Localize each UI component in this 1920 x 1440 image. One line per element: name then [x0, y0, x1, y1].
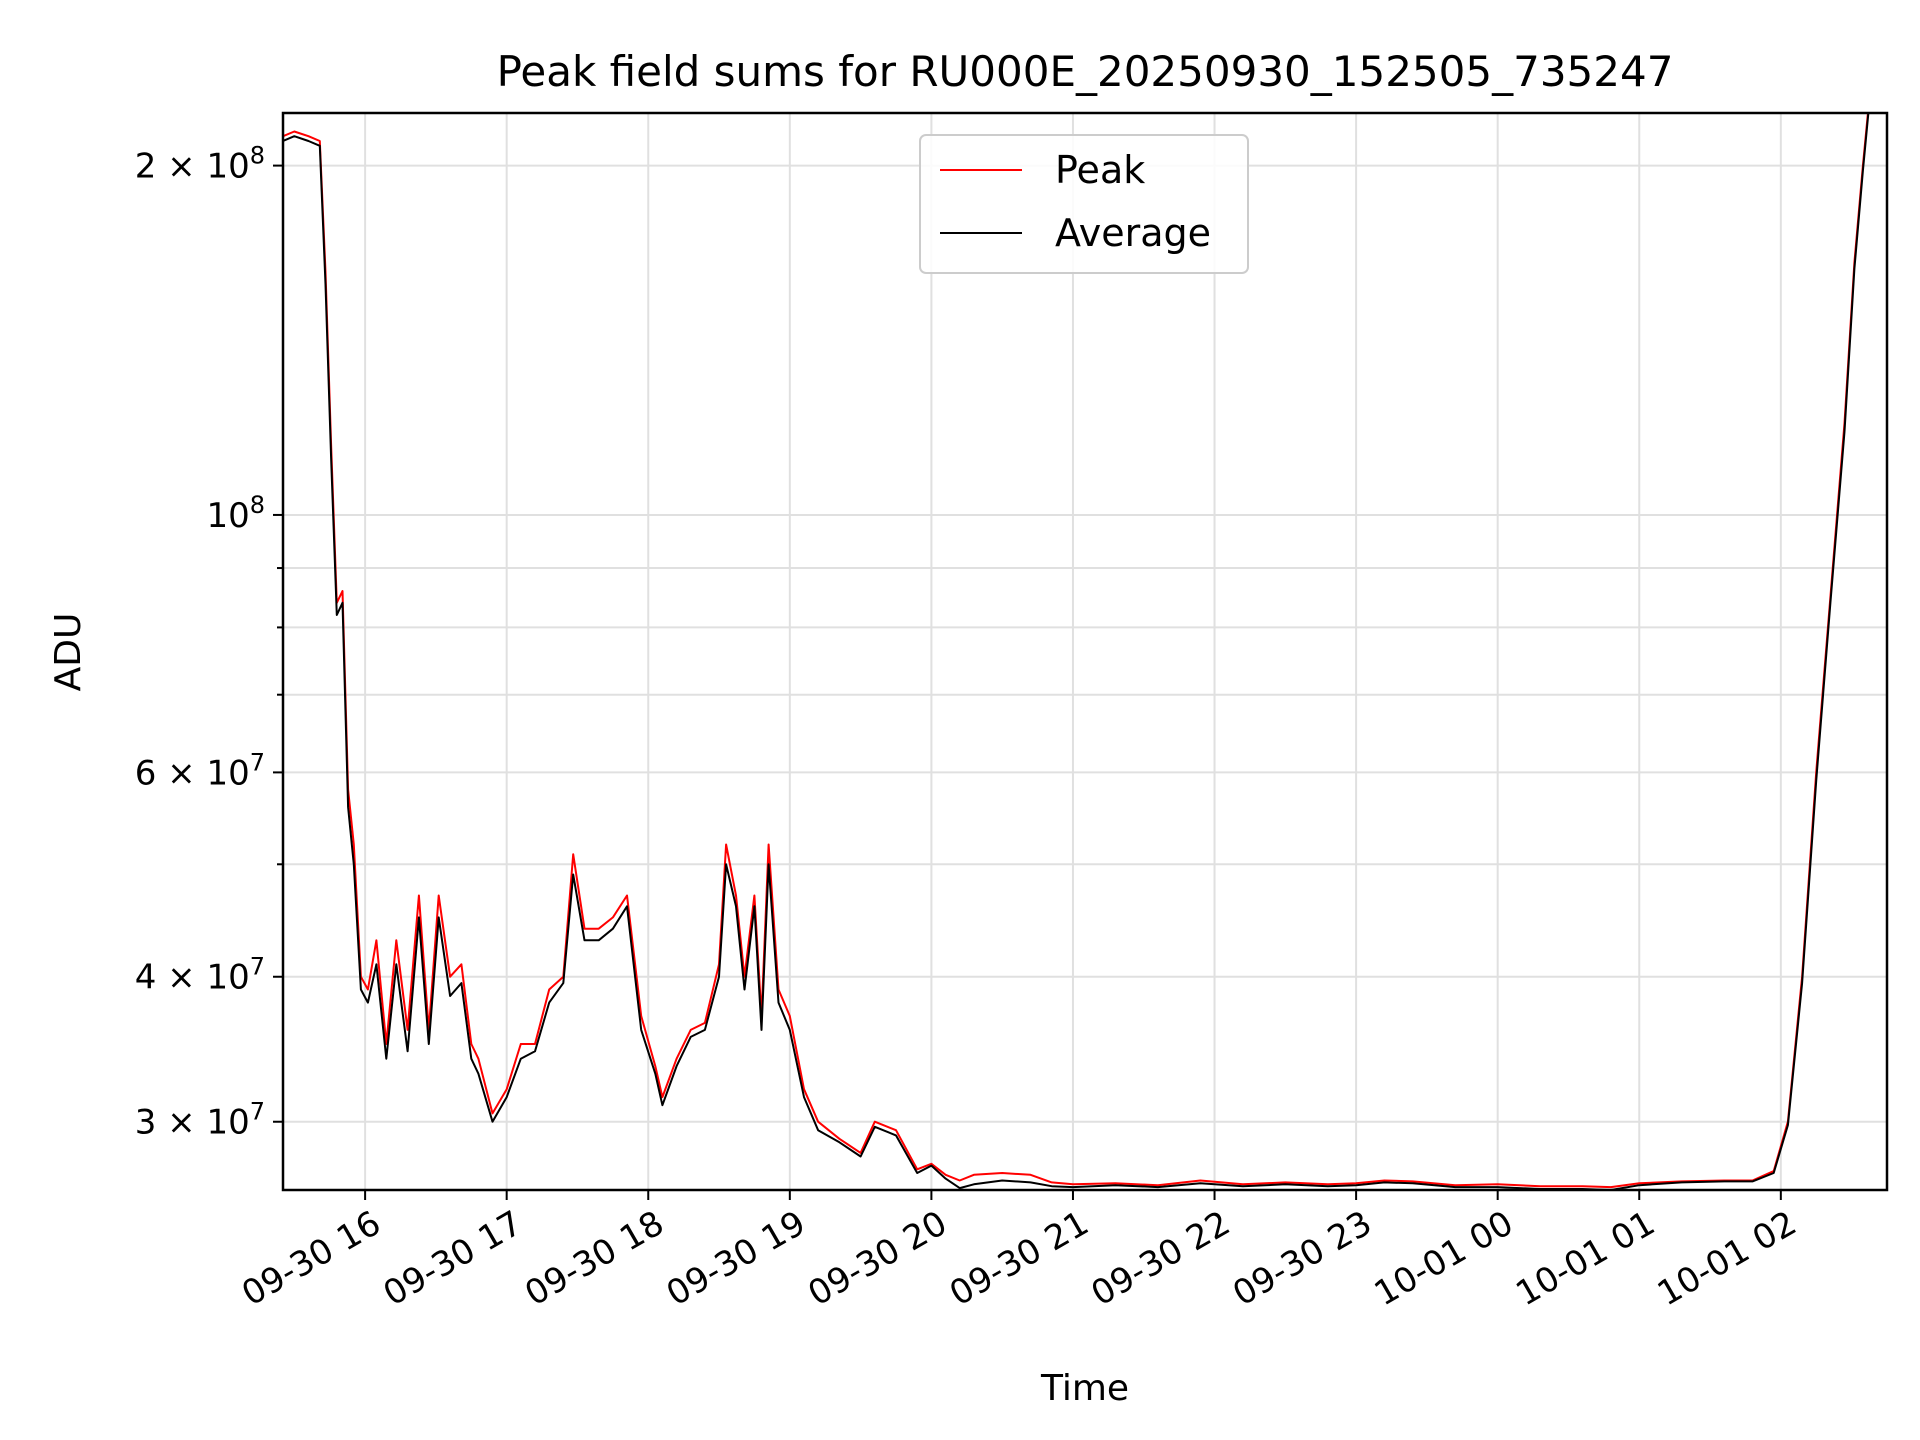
y-tick-label-4: 3 × 107	[135, 1098, 265, 1143]
x-axis-label: Time	[1040, 1368, 1129, 1409]
y-axis-label: ADU	[48, 613, 89, 692]
y-axis-ticks: 2 × 108 108 6 × 107 4 × 107 3 × 107	[135, 142, 283, 1143]
y-tick-label-1: 108	[206, 491, 265, 536]
chart-title: Peak field sums for RU000E_20250930_1525…	[497, 47, 1674, 96]
plot-area	[281, 111, 1889, 1192]
y-tick-label-0: 2 × 108	[135, 142, 265, 187]
legend-label-peak: Peak	[1055, 148, 1145, 192]
legend: Peak Average	[919, 134, 1249, 274]
gridlines	[283, 113, 1887, 1190]
y-tick-label-2: 6 × 107	[135, 748, 265, 793]
y-tick-label-3: 4 × 107	[135, 953, 265, 998]
legend-label-average: Average	[1055, 211, 1211, 255]
